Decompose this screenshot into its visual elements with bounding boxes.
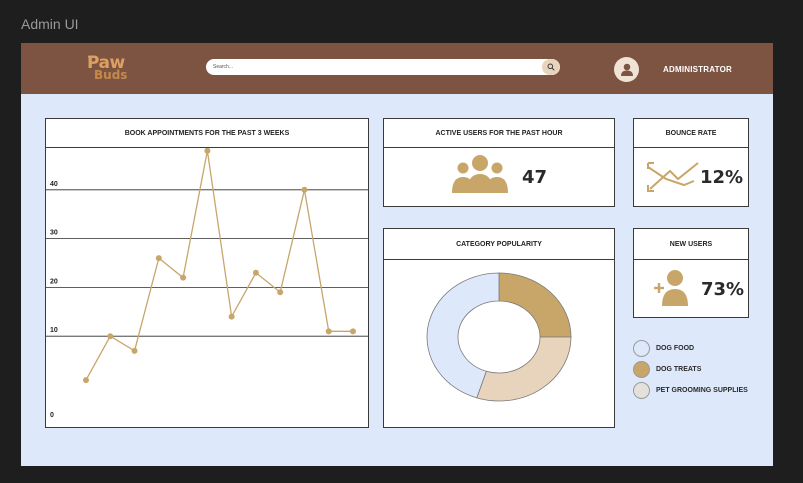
- legend-item-dog-treats: DOG TREATS: [633, 361, 701, 378]
- active-users-value: 47: [522, 167, 548, 188]
- search-icon: [547, 63, 555, 71]
- new-users-title: NEW USERS: [634, 229, 748, 260]
- search-input[interactable]: [206, 59, 536, 75]
- y-tick-label: 10: [50, 327, 58, 334]
- data-point: [131, 347, 138, 354]
- y-tick-label: 40: [50, 181, 58, 188]
- active-users-title: ACTIVE USERS FOR THE PAST HOUR: [384, 119, 614, 148]
- data-point: [325, 328, 332, 335]
- logo-text-line1: Paw: [87, 53, 125, 73]
- new-users-card: NEW USERS 73%: [633, 228, 749, 318]
- data-point: [277, 289, 284, 296]
- new-users-value: 73%: [701, 279, 745, 300]
- data-point: [204, 148, 211, 154]
- bounce-rate-title: BOUNCE RATE: [634, 119, 748, 148]
- series-line: [85, 150, 353, 381]
- data-point: [252, 269, 259, 276]
- users-group-icon: [452, 155, 508, 193]
- appointments-line-chart: 01020304050: [46, 148, 368, 419]
- category-popularity-title: CATEGORY POPULARITY: [384, 229, 614, 260]
- data-point: [107, 333, 114, 340]
- user-avatar-icon: [620, 63, 633, 76]
- legend-label: DOG TREATS: [656, 366, 702, 373]
- donut-slice: [498, 272, 572, 338]
- bounce-rate-value: 12%: [700, 167, 744, 188]
- legend-swatch-dog-food: [633, 340, 650, 357]
- legend-swatch-dog-treats: [633, 361, 650, 378]
- active-users-card: ACTIVE USERS FOR THE PAST HOUR 47: [383, 118, 615, 207]
- logo-text-line2: Buds: [94, 68, 128, 82]
- window-title: Admin UI: [21, 16, 79, 32]
- y-tick-label: 0: [50, 412, 54, 419]
- data-point: [350, 328, 356, 335]
- appointments-card: BOOK APPOINTMENTS FOR THE PAST 3 WEEKS 0…: [45, 118, 369, 428]
- legend-item-grooming: PET GROOMING SUPPLIES: [633, 382, 748, 399]
- user-avatar[interactable]: [614, 57, 639, 82]
- top-bar: the Paw Buds ADMINISTRATOR: [21, 43, 773, 94]
- legend-label: DOG FOOD: [656, 345, 695, 352]
- admin-dashboard: the Paw Buds ADMINISTRATOR BOOK APPOINTM…: [21, 43, 773, 466]
- appointments-title: BOOK APPOINTMENTS FOR THE PAST 3 WEEKS: [46, 119, 368, 148]
- data-point: [83, 377, 89, 384]
- legend-label: PET GROOMING SUPPLIES: [656, 387, 748, 394]
- logo[interactable]: the Paw Buds: [85, 53, 133, 85]
- data-point: [180, 274, 187, 281]
- logo-small-text: the: [88, 54, 94, 59]
- search-button[interactable]: [542, 59, 560, 75]
- user-role-label[interactable]: ADMINISTRATOR: [663, 65, 732, 74]
- search-bar: [206, 59, 560, 75]
- bounce-arrow-icon: [647, 162, 699, 192]
- legend-item-dog-food: DOG FOOD: [633, 340, 694, 357]
- donut-slice: [476, 336, 572, 402]
- donut-slice: [426, 272, 500, 399]
- y-tick-label: 20: [50, 278, 58, 285]
- data-point: [301, 186, 308, 193]
- y-tick-label: 30: [50, 230, 58, 237]
- add-user-icon: [654, 270, 688, 306]
- legend-swatch-grooming: [633, 382, 650, 399]
- category-donut-chart: [426, 272, 572, 402]
- data-point: [228, 313, 235, 320]
- bounce-rate-card: BOUNCE RATE 12%: [633, 118, 749, 207]
- category-popularity-card: CATEGORY POPULARITY: [383, 228, 615, 428]
- data-point: [155, 255, 162, 262]
